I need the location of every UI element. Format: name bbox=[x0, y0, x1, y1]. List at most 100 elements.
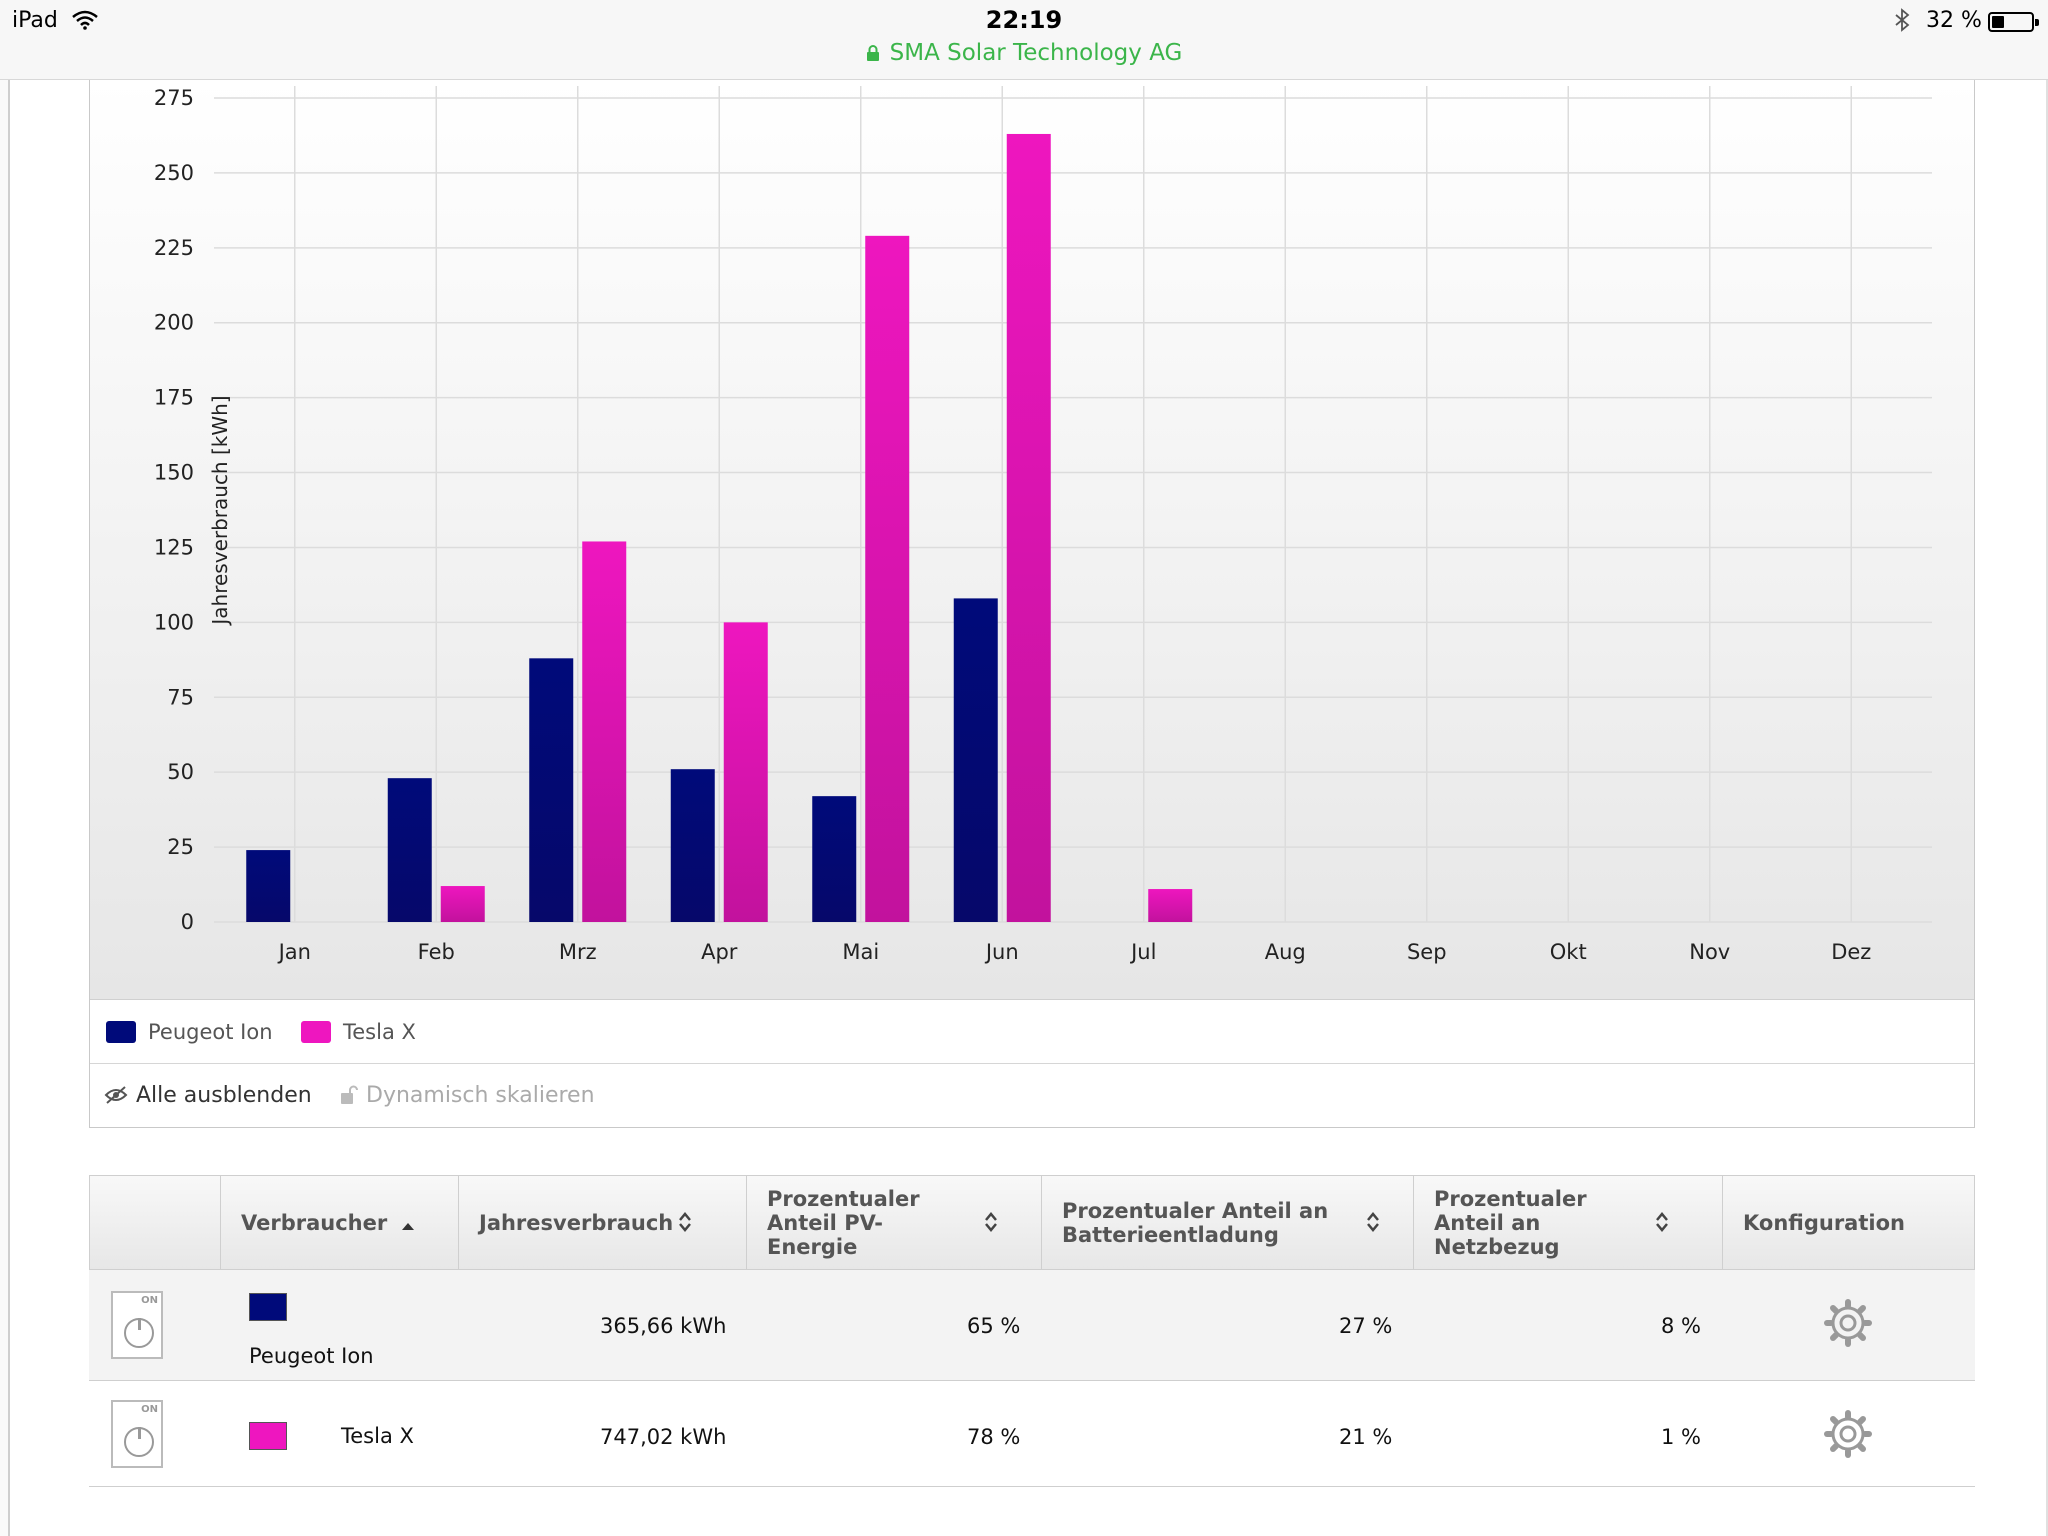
y-tick-label: 150 bbox=[154, 461, 194, 485]
bar-tesla-mai bbox=[865, 235, 910, 922]
y-tick-label: 175 bbox=[154, 386, 194, 410]
y-tick-label: 275 bbox=[154, 86, 194, 110]
consumer-color-swatch bbox=[249, 1422, 287, 1450]
page-right-edge bbox=[2046, 80, 2048, 1536]
legend-swatch bbox=[106, 1021, 136, 1043]
col-header-label: Konfiguration bbox=[1743, 1211, 1905, 1235]
dynamic-scale-toggle[interactable]: Dynamisch skalieren bbox=[340, 1083, 595, 1108]
y-tick-label: 25 bbox=[167, 835, 194, 859]
gear-icon[interactable] bbox=[1822, 1297, 1874, 1349]
status-bar: iPad 22:19 SMA Solar Technology AG 32 % bbox=[0, 0, 2048, 80]
col-header-line: Prozentualer bbox=[1434, 1187, 1587, 1211]
col-header-label: Jahresverbrauch bbox=[479, 1211, 674, 1235]
page-scroll-edge bbox=[0, 80, 10, 1536]
col-header-pv-share[interactable]: Prozentualer Anteil PV- Energie bbox=[747, 1176, 1042, 1269]
col-header-label: Prozentualer Anteil an Netzbezug bbox=[1434, 1187, 1587, 1259]
device-switch-icon[interactable]: ON bbox=[111, 1400, 163, 1468]
bar-peugeot-jan bbox=[246, 850, 291, 922]
x-tick-label: Feb bbox=[418, 940, 455, 964]
sort-ascending-icon bbox=[402, 1223, 414, 1230]
dynamic-scale-label: Dynamisch skalieren bbox=[366, 1083, 595, 1108]
hide-all-label: Alle ausblenden bbox=[136, 1083, 312, 1108]
bar-peugeot-apr bbox=[670, 769, 715, 922]
y-tick-label: 0 bbox=[181, 910, 194, 934]
bar-tesla-feb bbox=[440, 886, 485, 922]
y-tick-label: 125 bbox=[154, 535, 194, 559]
unlock-icon bbox=[341, 1085, 358, 1104]
col-header-line: Netzbezug bbox=[1434, 1235, 1560, 1259]
y-tick-label: 75 bbox=[167, 685, 194, 709]
x-tick-label: Apr bbox=[701, 940, 738, 964]
hide-all-button[interactable]: Alle ausblenden bbox=[104, 1083, 312, 1108]
col-header-line: Batterieentladung bbox=[1062, 1223, 1279, 1247]
col-header-config: Konfiguration bbox=[1723, 1176, 1974, 1269]
col-header-line: Prozentualer Anteil an bbox=[1062, 1199, 1329, 1223]
sort-icon bbox=[1367, 1212, 1379, 1232]
bar-peugeot-feb bbox=[387, 778, 432, 922]
chart-area: 0 25 50 75 100 125 150 175 200 225 250 275 Jan Feb Mrz… bbox=[90, 80, 1974, 1000]
col-header-line: Anteil PV- bbox=[767, 1211, 884, 1235]
pv-share: 78 % bbox=[967, 1425, 1021, 1449]
legend-item-tesla[interactable]: Tesla X bbox=[301, 1020, 416, 1046]
consumer-name: Tesla X bbox=[341, 1424, 414, 1448]
col-header-label: Prozentualer Anteil an Batterieentladung bbox=[1062, 1199, 1328, 1247]
annual-consumption: 365,66 kWh bbox=[600, 1314, 727, 1338]
col-header-line: Energie bbox=[767, 1235, 858, 1259]
col-header-switch bbox=[90, 1176, 221, 1269]
battery-percentage: 32 % bbox=[1926, 8, 1982, 33]
chart-panel: 0 25 50 75 100 125 150 175 200 225 250 275 Jan Feb Mrz… bbox=[89, 80, 1975, 1128]
col-header-grid-share[interactable]: Prozentualer Anteil an Netzbezug bbox=[1414, 1176, 1723, 1269]
address-bar[interactable]: SMA Solar Technology AG bbox=[0, 40, 2048, 66]
power-knob bbox=[124, 1427, 154, 1457]
device-name: iPad bbox=[12, 8, 58, 33]
col-header-label: Verbraucher bbox=[241, 1211, 388, 1235]
legend-swatch bbox=[301, 1021, 331, 1043]
y-tick-label: 250 bbox=[154, 161, 194, 185]
consumption-bar-chart: 0 25 50 75 100 125 150 175 200 225 250 275 Jan Feb Mrz… bbox=[154, 86, 1932, 964]
bar-peugeot-mrz bbox=[529, 658, 574, 922]
grid-share: 8 % bbox=[1661, 1314, 1701, 1338]
table-row: ON Tesla X 747,02 kWh 78 % 21 % 1 % bbox=[89, 1381, 1975, 1487]
sort-icon bbox=[1656, 1212, 1668, 1232]
table-row: ON Peugeot Ion 365,66 kWh 65 % 27 % 8 % bbox=[89, 1270, 1975, 1381]
x-tick-label: Jun bbox=[984, 940, 1019, 964]
legend-label: Tesla X bbox=[343, 1020, 416, 1044]
chart-actions: Alle ausblenden Dynamisch skalieren bbox=[90, 1065, 1974, 1127]
chart-legend: Peugeot Ion Tesla X bbox=[90, 1000, 1974, 1064]
x-tick-label: Sep bbox=[1407, 940, 1447, 964]
col-header-label: Prozentualer Anteil PV- Energie bbox=[767, 1187, 920, 1259]
legend-label: Peugeot Ion bbox=[148, 1020, 273, 1044]
bluetooth-icon bbox=[1895, 8, 1910, 32]
x-tick-label: Nov bbox=[1689, 940, 1730, 964]
page-url-title: SMA Solar Technology AG bbox=[889, 40, 1183, 66]
eye-hidden-icon bbox=[104, 1086, 128, 1104]
y-tick-label: 225 bbox=[154, 236, 194, 260]
y-tick-label: 100 bbox=[154, 610, 194, 634]
col-header-battery-share[interactable]: Prozentualer Anteil an Batterieentladung bbox=[1042, 1176, 1414, 1269]
x-tick-label: Jul bbox=[1129, 940, 1156, 964]
bar-tesla-jun bbox=[1006, 133, 1051, 922]
grid-share: 1 % bbox=[1661, 1425, 1701, 1449]
switch-on-label: ON bbox=[141, 1295, 158, 1306]
device-switch-icon[interactable]: ON bbox=[111, 1291, 163, 1359]
sort-icon bbox=[679, 1212, 691, 1232]
col-header-annual[interactable]: Jahresverbrauch bbox=[459, 1176, 747, 1269]
annual-consumption: 747,02 kWh bbox=[600, 1425, 727, 1449]
legend-item-peugeot[interactable]: Peugeot Ion bbox=[106, 1020, 273, 1046]
y-tick-label: 200 bbox=[154, 311, 194, 335]
consumer-name: Peugeot Ion bbox=[249, 1344, 374, 1368]
wifi-icon bbox=[72, 10, 98, 30]
y-tick-label: 50 bbox=[167, 760, 194, 784]
x-tick-label: Aug bbox=[1265, 940, 1306, 964]
bar-peugeot-mai bbox=[812, 796, 857, 922]
col-header-consumer[interactable]: Verbraucher bbox=[221, 1176, 459, 1269]
battery-share: 21 % bbox=[1339, 1425, 1393, 1449]
x-tick-label: Mai bbox=[842, 940, 879, 964]
x-tick-label: Mrz bbox=[559, 940, 597, 964]
bar-tesla-jul bbox=[1148, 889, 1193, 922]
lock-icon bbox=[866, 45, 879, 61]
x-tick-label: Jan bbox=[277, 940, 311, 964]
clock: 22:19 bbox=[985, 6, 1063, 34]
gear-icon[interactable] bbox=[1822, 1408, 1874, 1460]
battery-icon bbox=[1988, 12, 2039, 32]
